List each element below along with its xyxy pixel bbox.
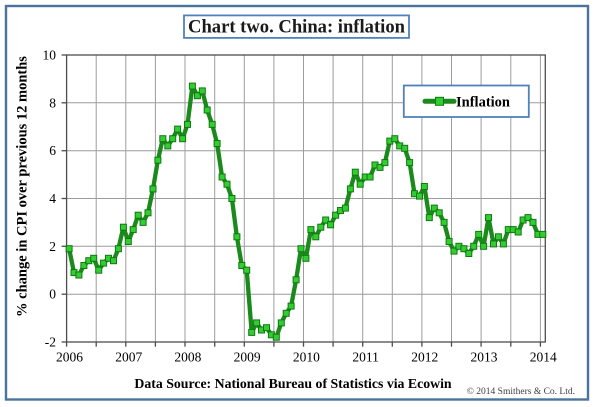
svg-text:2006: 2006 bbox=[56, 350, 83, 365]
svg-text:8: 8 bbox=[49, 95, 56, 110]
svg-text:2012: 2012 bbox=[411, 350, 438, 365]
svg-text:2009: 2009 bbox=[234, 350, 261, 365]
svg-text:2: 2 bbox=[49, 239, 56, 254]
svg-text:-2: -2 bbox=[45, 335, 56, 350]
svg-text:0: 0 bbox=[49, 287, 56, 302]
svg-text:© 2014 Smithers & Co. Ltd.: © 2014 Smithers & Co. Ltd. bbox=[467, 386, 575, 397]
svg-text:% change in CPI over previous: % change in CPI over previous 12 months bbox=[15, 56, 31, 317]
svg-text:2013: 2013 bbox=[471, 350, 498, 365]
svg-text:Inflation: Inflation bbox=[456, 95, 510, 111]
svg-text:2011: 2011 bbox=[352, 350, 379, 365]
svg-text:Data Source: National Bureau o: Data Source: National Bureau of Statisti… bbox=[134, 376, 452, 391]
svg-text:6: 6 bbox=[49, 143, 56, 158]
svg-text:10: 10 bbox=[43, 48, 57, 63]
svg-text:Chart two. China: inflation: Chart two. China: inflation bbox=[188, 17, 406, 38]
svg-text:2014: 2014 bbox=[530, 350, 557, 365]
svg-text:2007: 2007 bbox=[115, 350, 142, 365]
svg-text:2008: 2008 bbox=[174, 350, 201, 365]
svg-text:4: 4 bbox=[49, 191, 56, 206]
svg-text:2010: 2010 bbox=[293, 350, 320, 365]
